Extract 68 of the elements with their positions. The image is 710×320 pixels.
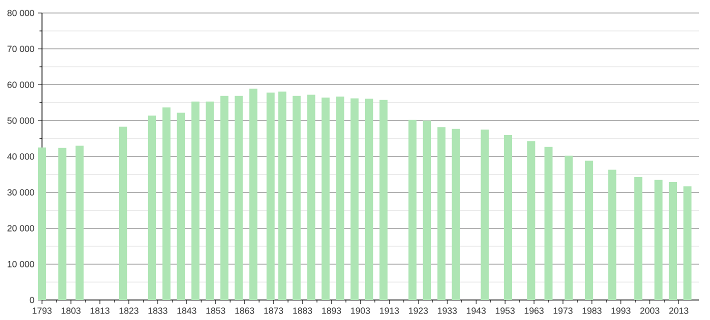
bar — [58, 148, 66, 300]
x-tick-label: 1823 — [120, 308, 138, 314]
bar — [148, 116, 156, 300]
bar — [544, 146, 553, 300]
x-tick-label: 1873 — [264, 308, 284, 314]
x-tick-label: 1923 — [408, 308, 428, 314]
bar — [437, 127, 446, 300]
bar — [176, 112, 185, 300]
x-tick-label: 1983 — [582, 308, 602, 314]
bar — [162, 107, 171, 300]
x-tick-label: 1953 — [496, 308, 515, 314]
bar — [234, 96, 243, 300]
x-tick-label: 1793 — [32, 308, 52, 314]
bar — [191, 102, 200, 300]
bar — [668, 182, 678, 300]
bar — [608, 170, 616, 300]
x-tick-label: 1913 — [380, 308, 399, 314]
bar — [220, 96, 228, 300]
bar — [336, 96, 344, 300]
y-tick-label: 40 000 — [7, 153, 34, 160]
bar — [654, 180, 663, 300]
x-tick-label: 1903 — [351, 308, 370, 314]
bar — [118, 126, 128, 300]
y-tick-label: 10 000 — [8, 260, 34, 268]
x-tick-label: 1933 — [438, 308, 457, 314]
x-tick-label: 1863 — [235, 308, 254, 314]
y-tick-label: 50 000 — [7, 117, 34, 124]
bar — [584, 160, 594, 300]
x-tick-label: 1963 — [524, 308, 544, 314]
x-tick-label: 1843 — [177, 308, 196, 314]
bar — [379, 100, 388, 300]
x-tick-label: 1803 — [62, 308, 81, 314]
bar — [266, 92, 275, 300]
x-tick-label: 1883 — [293, 308, 312, 314]
y-tick-label: 30 000 — [7, 189, 34, 196]
bar — [452, 128, 460, 300]
y-tick-label: 80 000 — [7, 10, 34, 16]
bar — [206, 102, 214, 300]
bar — [307, 94, 316, 300]
bar — [422, 120, 431, 300]
y-tick-label: 70 000 — [8, 46, 34, 52]
x-tick-label: 2013 — [669, 308, 688, 314]
x-tick-label: 1943 — [466, 308, 486, 314]
bar — [480, 130, 489, 300]
x-tick-label: 1833 — [148, 308, 168, 314]
x-tick-label: 1973 — [554, 308, 573, 314]
x-tick-label: 2003 — [640, 308, 660, 314]
y-tick-label: 20 000 — [8, 225, 34, 232]
bar — [278, 92, 286, 300]
bar — [564, 156, 573, 300]
bar — [683, 186, 692, 300]
x-tick-label: 1993 — [612, 308, 630, 314]
bar — [38, 148, 46, 300]
x-tick-label: 1893 — [322, 308, 342, 314]
y-tick-label: 0 — [30, 296, 34, 304]
bar — [408, 120, 417, 300]
y-tick-label: 60 000 — [8, 82, 34, 88]
bar — [350, 98, 359, 300]
bar — [634, 176, 642, 300]
bar — [365, 98, 374, 300]
bar — [527, 141, 536, 300]
bar — [504, 134, 512, 300]
x-tick-label: 1813 — [90, 308, 110, 314]
bar — [322, 98, 330, 300]
x-tick-label: 1853 — [206, 308, 226, 314]
bar — [249, 88, 258, 300]
bar — [292, 96, 301, 300]
bar — [76, 146, 84, 300]
